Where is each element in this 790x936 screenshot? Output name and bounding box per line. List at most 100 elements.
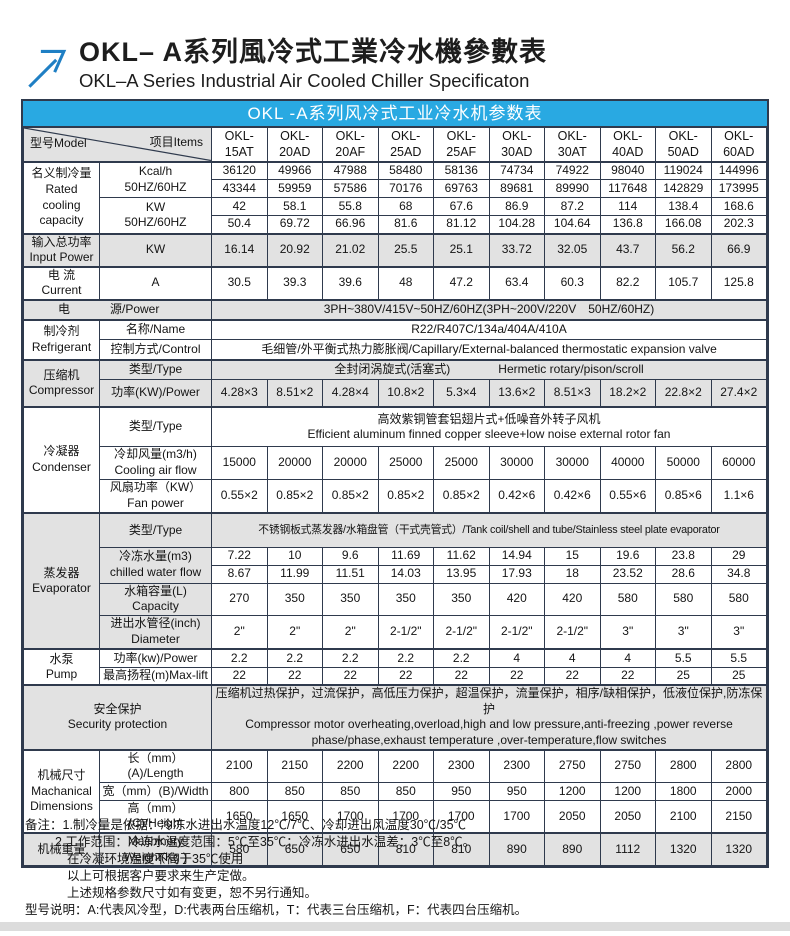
spec-value: 50000 bbox=[655, 446, 712, 480]
spec-value: 14.03 bbox=[377, 564, 434, 584]
spec-value: 105.7 bbox=[655, 265, 712, 301]
spec-value: 142829 bbox=[655, 179, 712, 198]
row-label: 制冷剂 Refrigerant bbox=[23, 318, 100, 361]
row-label: 电 流 Current bbox=[23, 265, 100, 301]
bottom-strip bbox=[0, 922, 790, 931]
spec-value: 2000 bbox=[710, 781, 767, 801]
spec-value: 11.51 bbox=[322, 564, 379, 584]
spec-value: 22.8×2 bbox=[655, 379, 712, 408]
spec-value: 81.6 bbox=[377, 215, 434, 234]
table-row: 宽（mm）(B)/Width 800 850 850 850 950 950 1200 1200… bbox=[24, 781, 767, 801]
model-header-label: 型号Model bbox=[30, 136, 87, 151]
table-row: 机械重量 Machinery Weight(Kg ) 580 650 650 810 810… bbox=[23, 832, 767, 867]
table-row: 电 流 Current A 30.5 39.3 39.6 48 47.2 63.4 60.3 82… bbox=[23, 265, 767, 301]
row-label: KW 50HZ/60HZ bbox=[99, 197, 212, 234]
table-row: KW 50HZ/60HZ 42 58.1 55.8 68 67.6 86.9 87.2 114 1… bbox=[24, 197, 767, 234]
row-label: Kcal/h 50HZ/60HZ bbox=[99, 160, 212, 198]
row-label: 类型/Type bbox=[99, 358, 212, 381]
table-row: 机械尺寸 Machanical Dimensions 长（mm）(A)/Lengt… bbox=[23, 748, 767, 834]
spec-value: 22 bbox=[433, 666, 490, 686]
table-row: 功率(KW)/Power 4.28×3 8.51×2 4.28×4 10.8×2 5.3×… bbox=[24, 379, 767, 408]
spec-value: 43344 bbox=[211, 179, 268, 198]
spec-value: 10.8×2 bbox=[377, 379, 434, 408]
spec-value: 47.2 bbox=[433, 265, 490, 301]
spec-value: 2200 bbox=[377, 748, 434, 783]
spec-value: 0.85×2 bbox=[266, 478, 323, 514]
spec-value: 5.3×4 bbox=[433, 379, 490, 408]
spec-value: 66.96 bbox=[322, 215, 379, 234]
spec-value: 580 bbox=[211, 832, 268, 867]
spec-value: 650 bbox=[322, 832, 379, 867]
spec-value: 2200 bbox=[322, 748, 379, 783]
model-column-header: OKL- 30AD bbox=[488, 127, 545, 162]
note-line: 备注：1.制冷量是依据：冷冻水进出水温度12℃/7℃、冷却进出风温度30℃/35… bbox=[25, 818, 467, 832]
spec-value: 2" bbox=[266, 614, 323, 650]
row-label: 名义制冷量 Rated cooling capacity bbox=[23, 160, 100, 234]
spec-value: 22 bbox=[211, 666, 268, 686]
row-label: 机械重量 bbox=[23, 832, 100, 867]
spec-value: 0.85×2 bbox=[377, 478, 434, 514]
spec-value: 16.14 bbox=[211, 232, 268, 268]
spec-value: 0.85×6 bbox=[655, 478, 712, 514]
row-label: 安全保护 Security protection bbox=[23, 684, 212, 751]
model-column-header: OKL- 30AT bbox=[544, 127, 601, 162]
spec-value: 2150 bbox=[266, 748, 323, 783]
row-label: 风扇功率（KW） Fan power bbox=[99, 478, 212, 514]
spec-value: 58480 bbox=[377, 160, 434, 180]
spec-value: 3" bbox=[599, 614, 656, 650]
spec-value: 74734 bbox=[488, 160, 545, 180]
spec-value: 168.6 bbox=[710, 197, 767, 216]
spec-value: 58.1 bbox=[266, 197, 323, 216]
spec-value: 1112 bbox=[599, 832, 656, 867]
row-label-part: 源/Power bbox=[110, 302, 160, 317]
model-column-header: OKL- 60AD bbox=[710, 127, 767, 162]
model-column-header: OKL- 50AD bbox=[655, 127, 712, 162]
table-row: 冷冻水量(m3) chilled water flow 7.22 10 9.6 11.6… bbox=[24, 546, 767, 584]
page-title: OKL– A系列風冷式工業冷水機參數表 bbox=[79, 37, 548, 67]
spec-value: 2100 bbox=[211, 748, 268, 783]
spec-value: 420 bbox=[544, 582, 601, 616]
row-label: 水泵 Pump bbox=[23, 648, 100, 686]
spec-value: 高效紫铜管套铝翅片式+低噪音外转子风机 Efficient aluminum f… bbox=[211, 405, 767, 448]
spec-value: 1800 bbox=[655, 781, 712, 801]
items-header-label: 项目Items bbox=[149, 134, 203, 149]
note-line: 在冷凝环境温度不高于35℃使用 bbox=[67, 852, 244, 866]
spec-value: 48 bbox=[377, 265, 434, 301]
spec-value: 800 bbox=[211, 781, 268, 801]
spec-value: 0.55×2 bbox=[211, 478, 268, 514]
spec-value: 60.3 bbox=[544, 265, 601, 301]
row-label: 输入总功率 Input Power bbox=[23, 232, 100, 268]
table-row: 制冷剂 Refrigerant 名称/Name R22/R407C/134a/404… bbox=[23, 318, 767, 361]
spec-value: 25 bbox=[710, 666, 767, 686]
row-label: 类型/Type bbox=[99, 405, 212, 448]
spec-value: 125.8 bbox=[710, 265, 767, 301]
spec-value: 22 bbox=[266, 666, 323, 686]
table-banner-title: OKL -A系列风冷式工业冷水机参数表 bbox=[23, 101, 767, 127]
model-column-header: OKL- 20AD bbox=[266, 127, 323, 162]
spec-value: 14.94 bbox=[488, 546, 545, 566]
row-label: 蒸发器 Evaporator bbox=[23, 512, 100, 650]
spec-value: 20.92 bbox=[266, 232, 323, 268]
table-row: 安全保护 Security protection 压缩机过热保护，过流保护，高低压… bbox=[23, 684, 767, 751]
row-label: 机械尺寸 Machanical Dimensions bbox=[23, 748, 100, 834]
row-label: 控制方式/Control bbox=[99, 339, 212, 361]
row-label: 功率(kw)/Power bbox=[99, 648, 212, 668]
spec-value: 20000 bbox=[322, 446, 379, 480]
spec-value: 3" bbox=[710, 614, 767, 650]
spec-value: 11.99 bbox=[266, 564, 323, 584]
spec-value: 1700 bbox=[433, 799, 490, 834]
spec-value: 114 bbox=[599, 197, 656, 216]
spec-value: 50.4 bbox=[211, 215, 268, 234]
spec-value: 0.42×6 bbox=[488, 478, 545, 514]
row-label: 类型/Type bbox=[99, 512, 212, 548]
spec-value: 49966 bbox=[266, 160, 323, 180]
spec-value: R22/R407C/134a/404A/410A bbox=[211, 318, 767, 341]
table-row: 压缩机 Compressor 类型/Type 全封闭涡旋式(活塞式) Hermeti… bbox=[23, 358, 767, 408]
table-row: 冷凝器 Condenser 类型/Type 高效紫铜管套铝翅片式+低噪音外转子风机 … bbox=[23, 405, 767, 514]
spec-value: 11.69 bbox=[377, 546, 434, 566]
spec-value: 2.2 bbox=[266, 648, 323, 668]
spec-value: 22 bbox=[322, 666, 379, 686]
notes-block: 备注：1.制冷量是依据：冷冻水进出水温度12℃/7℃、冷却进出风温度30℃/35… bbox=[25, 817, 765, 936]
spec-value: 30.5 bbox=[211, 265, 268, 301]
spec-value: 34.8 bbox=[710, 564, 767, 584]
